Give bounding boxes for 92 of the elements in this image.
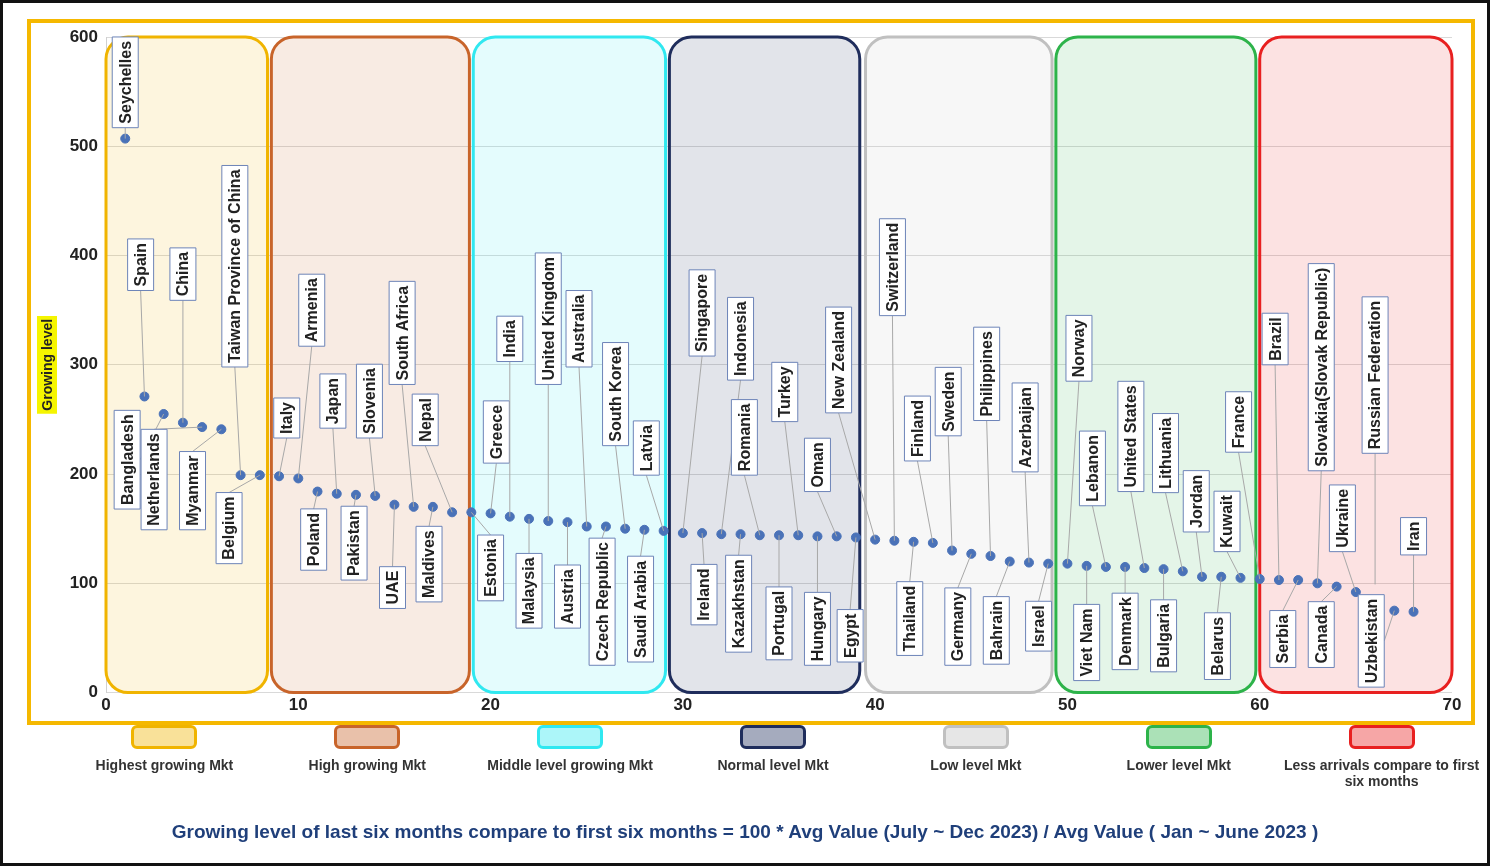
annotation: Oman (808, 442, 826, 488)
annotation: Poland (305, 512, 323, 567)
annotation: Germany (949, 591, 967, 662)
annotation: Estonia (481, 538, 499, 597)
annotation: Romania (735, 403, 753, 472)
annotation: Austria (558, 568, 576, 625)
annotation: Nepal (416, 398, 434, 442)
annotation: Kazakhstan (730, 559, 748, 649)
legend-label: Low level Mkt (930, 757, 1022, 773)
annotation: Maldives (420, 530, 438, 598)
legend-label: Lower level Mkt (1126, 757, 1231, 773)
annotation: Netherlands (145, 433, 163, 526)
annotation: Turkey (776, 366, 794, 418)
y-tick-label: 100 (69, 573, 98, 593)
annotation: Japan (324, 377, 342, 425)
legend-label: Less arrivals compare to first six months (1282, 757, 1481, 789)
annotation: Switzerland (883, 222, 901, 312)
x-tick-label: 20 (481, 695, 501, 715)
annotation: Finland (908, 400, 926, 457)
annotation: Brazil (1266, 317, 1284, 361)
annotation: Armenia (303, 278, 321, 343)
annotation: Malaysia (520, 557, 538, 625)
annotation: Indonesia (731, 301, 749, 377)
annotation: China (174, 251, 192, 297)
annotation: Russian Federation (1366, 300, 1384, 450)
y-tick-label: 300 (69, 354, 98, 374)
x-tick-label: 70 (1442, 695, 1462, 715)
annotation: Jordan (1187, 474, 1205, 528)
annotation: Seychelles (116, 40, 134, 124)
y-tick-label: 600 (69, 26, 98, 46)
annotation: Lithuania (1156, 417, 1174, 489)
y-axis-title: Growing level (38, 318, 55, 411)
annotation: Kuwait (1218, 494, 1236, 548)
x-tick-label: 0 (101, 695, 111, 715)
legend-label: Normal level Mkt (717, 757, 829, 773)
annotation: Hungary (808, 596, 826, 662)
annotation: United Kingdom (539, 256, 557, 381)
annotation: South Africa (393, 285, 411, 381)
annotation: France (1229, 395, 1247, 449)
annotation: Canada (1312, 605, 1330, 664)
annotation: Belarus (1208, 616, 1226, 676)
annotation: United States (1122, 385, 1140, 488)
annotation: Myanmar (183, 455, 201, 526)
x-tick-label: 50 (1057, 695, 1077, 715)
annotation: Portugal (770, 590, 788, 656)
annotation: Serbia (1274, 614, 1292, 664)
annotation: Greece (487, 404, 505, 460)
annotation: Pakistan (345, 510, 363, 577)
annotation: UAE (383, 570, 401, 605)
annotation: Sweden (939, 371, 957, 432)
annotation: Ireland (695, 568, 713, 621)
annotation: Bahrain (987, 600, 1005, 661)
annotation: South Korea (606, 346, 624, 442)
annotation: Lebanon (1083, 435, 1101, 502)
x-tick-label: 60 (1250, 695, 1270, 715)
legend-label: Highest growing Mkt (95, 757, 234, 773)
annotation: Latvia (637, 424, 655, 472)
annotation: New Zealand (830, 311, 848, 409)
y-tick-label: 200 (69, 463, 98, 483)
annotation: Denmark (1116, 597, 1134, 666)
annotation: Azerbaijan (1016, 386, 1034, 468)
y-tick-label: 500 (69, 135, 98, 155)
annotation: Uzbekistan (1362, 598, 1380, 684)
y-tick-label: 0 (88, 682, 98, 702)
annotation: Norway (1070, 319, 1088, 378)
annotation: Iran (1404, 521, 1422, 551)
annotation: Viet Nam (1078, 608, 1096, 677)
y-tick-label: 400 (69, 245, 98, 265)
annotation: Australia (570, 294, 588, 363)
annotation: Slovakia(Slovak Republic) (1312, 267, 1330, 467)
annotation: Bulgaria (1154, 603, 1172, 668)
annotation: Singapore (693, 273, 711, 353)
annotation: Italy (278, 401, 296, 435)
annotation: Philippines (978, 331, 996, 417)
annotation: Bangladesh (118, 414, 136, 506)
x-tick-label: 40 (865, 695, 885, 715)
annotation: Belgium (220, 496, 238, 560)
text: Growing level of last six months compare to first six months = 100 * Avg Value (July ~ Dec 2023) / Avg Value ( Jan ~ June 2023 ) (170, 821, 1320, 843)
annotation: Taiwan Province of China (226, 169, 244, 363)
annotation: Thailand (901, 585, 919, 652)
annotation: Slovenia (360, 368, 378, 435)
annotation: Saudi Arabia (631, 560, 649, 659)
legend-label: High growing Mkt (308, 757, 426, 773)
legend-label: Middle level growing Mkt (487, 757, 653, 773)
annotation: India (501, 320, 519, 358)
annotation: Israel (1029, 605, 1047, 648)
annotation: Ukraine (1333, 488, 1351, 548)
x-tick-label: 10 (288, 695, 308, 715)
annotation: Spain (132, 242, 150, 287)
x-tick-label: 30 (673, 695, 693, 715)
annotation: Czech Republic (593, 542, 611, 662)
annotation: Egypt (841, 612, 859, 659)
